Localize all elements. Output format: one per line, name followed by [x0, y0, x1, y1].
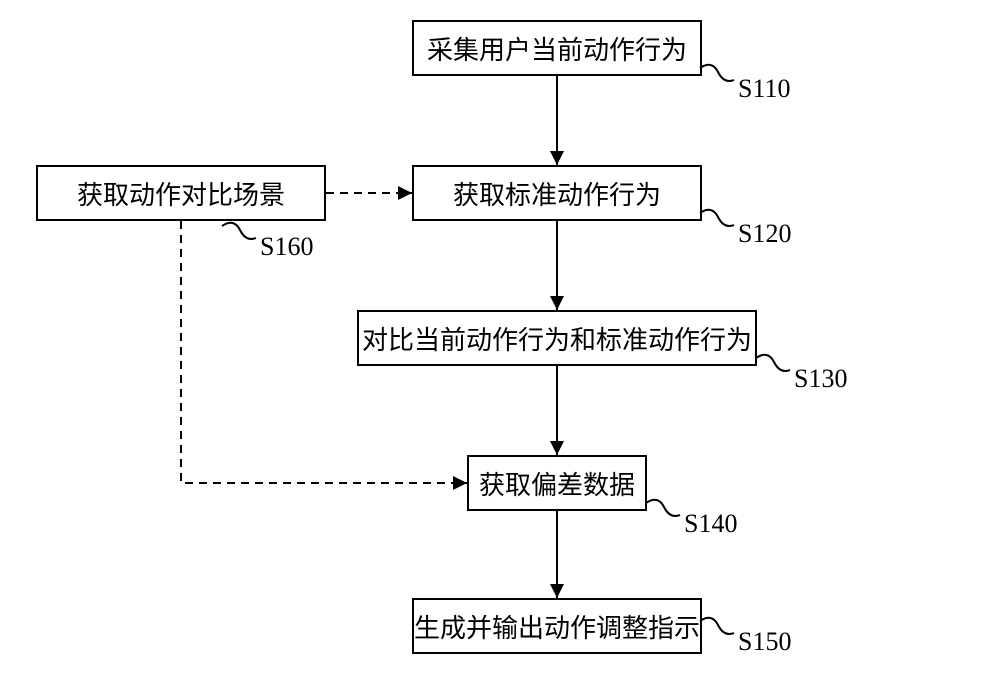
step-label-S110: S110 [738, 74, 791, 104]
step-label-S130: S130 [794, 364, 847, 394]
flow-node-n110: 采集用户当前动作行为 [412, 20, 702, 76]
flow-node-n150: 生成并输出动作调整指示 [412, 598, 702, 654]
step-label-S120: S120 [738, 219, 791, 249]
flow-node-n130: 对比当前动作行为和标准动作行为 [357, 310, 757, 366]
step-label-S160: S160 [260, 232, 313, 262]
flow-node-label: 生成并输出动作调整指示 [414, 608, 700, 645]
flow-node-label: 获取偏差数据 [479, 465, 635, 502]
flow-node-label: 获取标准动作行为 [453, 175, 661, 212]
flow-node-n140: 获取偏差数据 [467, 455, 647, 511]
flow-node-label: 采集用户当前动作行为 [427, 30, 687, 67]
flowchart-canvas: 采集用户当前动作行为 S110 获取动作对比场景 S160 获取标准动作行为 S120 对比… [0, 0, 1000, 674]
step-label-S140: S140 [684, 509, 737, 539]
flow-node-n120: 获取标准动作行为 [412, 165, 702, 221]
flow-node-label: 对比当前动作行为和标准动作行为 [362, 320, 752, 357]
flow-node-label: 获取动作对比场景 [77, 175, 285, 212]
flow-node-n160: 获取动作对比场景 [36, 165, 326, 221]
step-label-S150: S150 [738, 627, 791, 657]
